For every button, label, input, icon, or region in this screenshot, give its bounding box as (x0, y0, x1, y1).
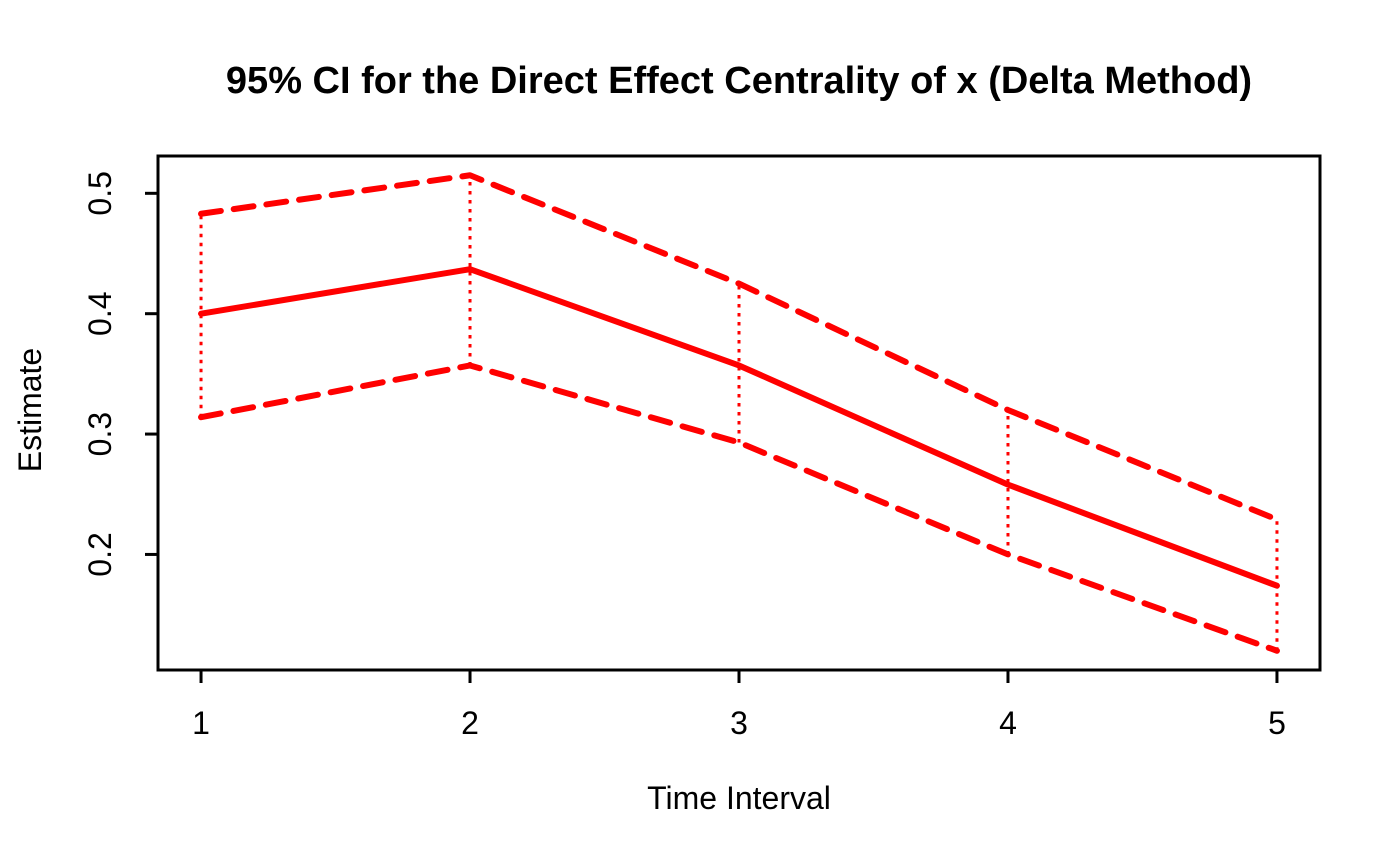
x-axis-label: Time Interval (647, 780, 831, 816)
y-axis-label: Estimate (12, 347, 48, 473)
y-tick-label: 0.4 (82, 291, 118, 335)
x-tick-label: 1 (192, 705, 210, 741)
chart-title: 95% CI for the Direct Effect Centrality … (225, 60, 1253, 102)
lower-ci-line (198, 362, 1280, 654)
estimate-line (198, 266, 1280, 589)
x-tick-label: 5 (1268, 705, 1286, 741)
x-tick-label: 4 (999, 705, 1017, 741)
y-tick-label: 0.5 (82, 171, 118, 215)
y-tick-label: 0.2 (82, 532, 118, 576)
x-tick-label: 2 (461, 705, 479, 741)
x-tick-label: 3 (730, 705, 748, 741)
y-tick-label: 0.3 (82, 412, 118, 456)
upper-ci-line (198, 172, 1280, 523)
